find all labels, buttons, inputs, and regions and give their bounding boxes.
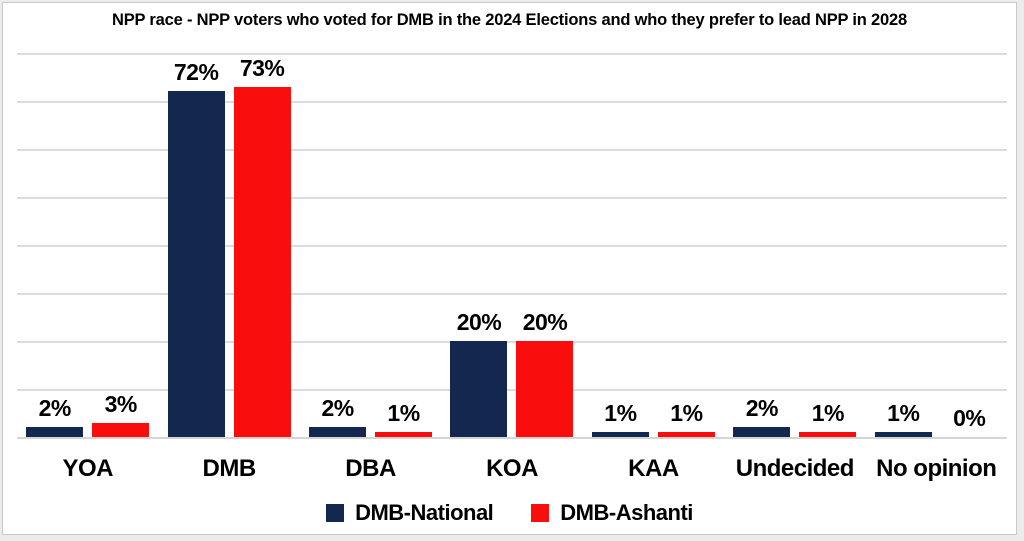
bar-dmb-national-kaa	[591, 432, 649, 437]
data-label-dmb-ashanti-dba: 1%	[387, 400, 420, 426]
chart-title: NPP race - NPP voters who voted for DMB …	[112, 11, 907, 29]
category-label-dba: DBA	[345, 455, 396, 482]
bar-group-yoa: 2% 3%	[17, 53, 158, 437]
data-label-dmb-national-kaa: 1%	[604, 400, 637, 426]
category-label-koa: KOA	[486, 455, 538, 482]
legend-swatch-icon	[531, 504, 550, 522]
data-label-dmb-ashanti-undecided: 1%	[811, 400, 845, 426]
bar-dmb-national-dmb	[167, 91, 225, 437]
gridline-70	[17, 101, 1007, 103]
legend-label: DMB-National	[355, 500, 494, 525]
data-label-dmb-ashanti-dmb: 73%	[239, 55, 285, 81]
bar-dmb-ashanti-koa	[516, 341, 574, 437]
data-label-dmb-national-dmb: 72%	[173, 59, 219, 85]
bar-dmb-ashanti-yoa	[92, 423, 150, 437]
data-label-dmb-ashanti-kaa: 1%	[670, 400, 703, 426]
data-label-dmb-ashanti-yoa: 3%	[104, 391, 138, 417]
data-label-dmb-national-koa: 20%	[456, 309, 502, 335]
bar-group-undecided: 2% 1%	[724, 53, 865, 437]
gridline-30	[17, 293, 1007, 295]
data-label-dmb-national-yoa: 2%	[38, 395, 72, 421]
bar-group-kaa: 1% 1%	[583, 53, 724, 437]
data-label-dmb-national-dba: 2%	[321, 395, 354, 421]
data-label-dmb-ashanti-koa: 20%	[522, 309, 568, 335]
gridline-20	[17, 341, 1007, 343]
bar-group-dba: 2% 1%	[300, 53, 441, 437]
gridline-80	[17, 53, 1007, 55]
bar-dmb-national-yoa	[26, 427, 84, 437]
bar-dmb-ashanti-dba	[375, 432, 433, 437]
legend-item-dmb-national: DMB-National	[326, 500, 494, 526]
bar-dmb-ashanti-kaa	[657, 432, 715, 437]
gridline-40	[17, 245, 1007, 247]
data-label-dmb-ashanti-no-opinion: 0%	[953, 405, 986, 431]
legend-swatch-icon	[326, 504, 345, 522]
bar-dmb-national-undecided	[733, 427, 791, 437]
category-label-kaa: KAA	[628, 455, 679, 482]
plot-area: 2% 3% 72% 73% 2% 1% 20% 20% 1% 1% 2% 1% 1% 0%	[17, 53, 1007, 439]
legend-item-dmb-ashanti: DMB-Ashanti	[531, 500, 693, 526]
data-label-dmb-national-no-opinion: 1%	[887, 400, 920, 426]
gridline-10	[17, 389, 1007, 391]
bar-group-dmb: 72% 73%	[158, 53, 299, 437]
bar-dmb-ashanti-undecided	[799, 432, 857, 437]
gridline-50	[17, 197, 1007, 199]
category-label-undecided: Undecided	[735, 455, 855, 482]
bar-dmb-ashanti-dmb	[233, 87, 291, 437]
category-label-no-opinion: No opinion	[876, 455, 997, 482]
legend-label: DMB-Ashanti	[560, 500, 693, 525]
bar-dmb-national-koa	[450, 341, 508, 437]
legend: DMB-National DMB-Ashanti	[3, 498, 1016, 528]
bar-dmb-national-no-opinion	[874, 432, 932, 437]
gridline-60	[17, 149, 1007, 151]
x-axis-line	[17, 437, 1007, 439]
bar-dmb-national-dba	[309, 427, 367, 437]
chart-frame: NPP race - NPP voters who voted for DMB …	[2, 2, 1017, 535]
bar-group-no-opinion: 1% 0%	[866, 53, 1007, 437]
data-label-dmb-national-undecided: 2%	[745, 395, 779, 421]
category-label-dmb: DMB	[202, 455, 257, 482]
category-label-yoa: YOA	[62, 455, 113, 482]
bar-group-koa: 20% 20%	[441, 53, 582, 437]
